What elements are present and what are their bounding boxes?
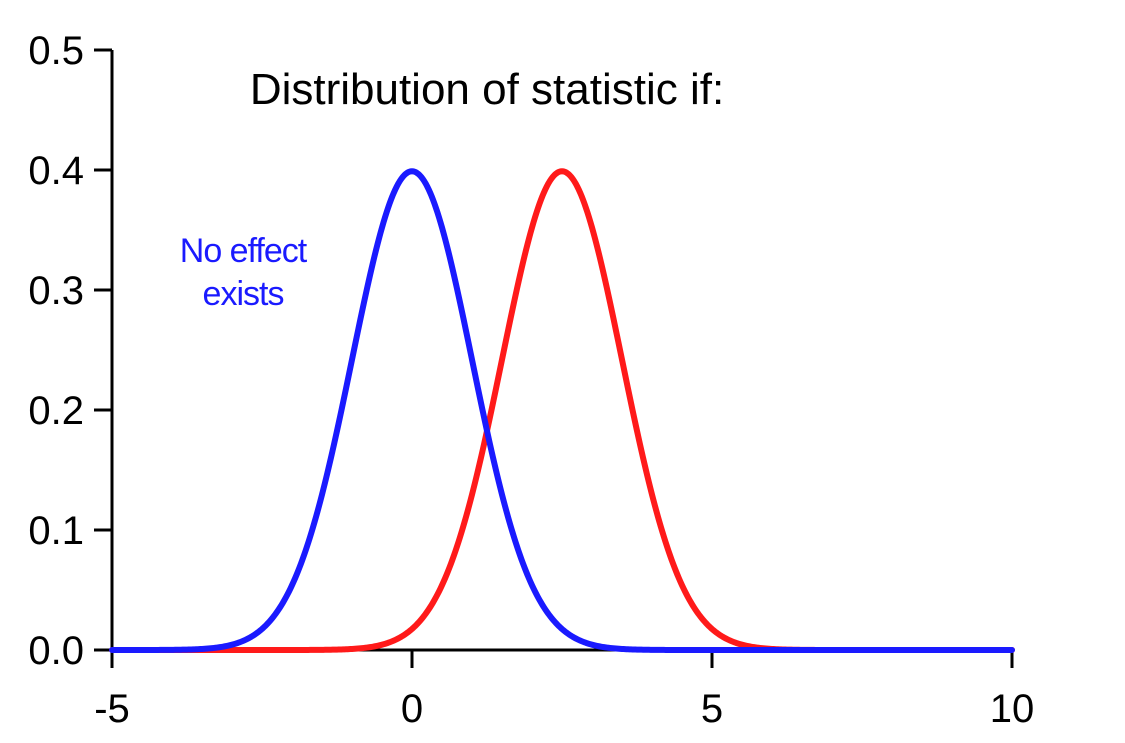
- y-tick-label: 0.3: [28, 269, 84, 313]
- y-tick-label: 0.2: [28, 389, 84, 433]
- x-tick-label: 0: [401, 687, 423, 731]
- annotation-no-effect-line-2: exists: [203, 275, 284, 313]
- series-layer: [109, 168, 1015, 653]
- series-line-blue: [109, 168, 1015, 653]
- x-tick-label: -5: [94, 687, 130, 731]
- y-tick-label: 0.4: [28, 149, 84, 193]
- y-tick-label: 0.5: [28, 29, 84, 73]
- x-tick-label: 5: [701, 687, 723, 731]
- chart-title: Distribution of statistic if:: [250, 65, 724, 114]
- axes: 0.0 0.1 0.2 0.3 0.4 0.5 -5 0 5 10: [28, 29, 1034, 731]
- x-tick-label: 10: [990, 687, 1035, 731]
- y-tick-label: 0.1: [28, 509, 84, 553]
- y-tick-label: 0.0: [28, 629, 84, 673]
- annotation-no-effect-line-1: No effect: [180, 232, 308, 270]
- text-layer: Distribution of statistic if: No effect …: [180, 65, 724, 313]
